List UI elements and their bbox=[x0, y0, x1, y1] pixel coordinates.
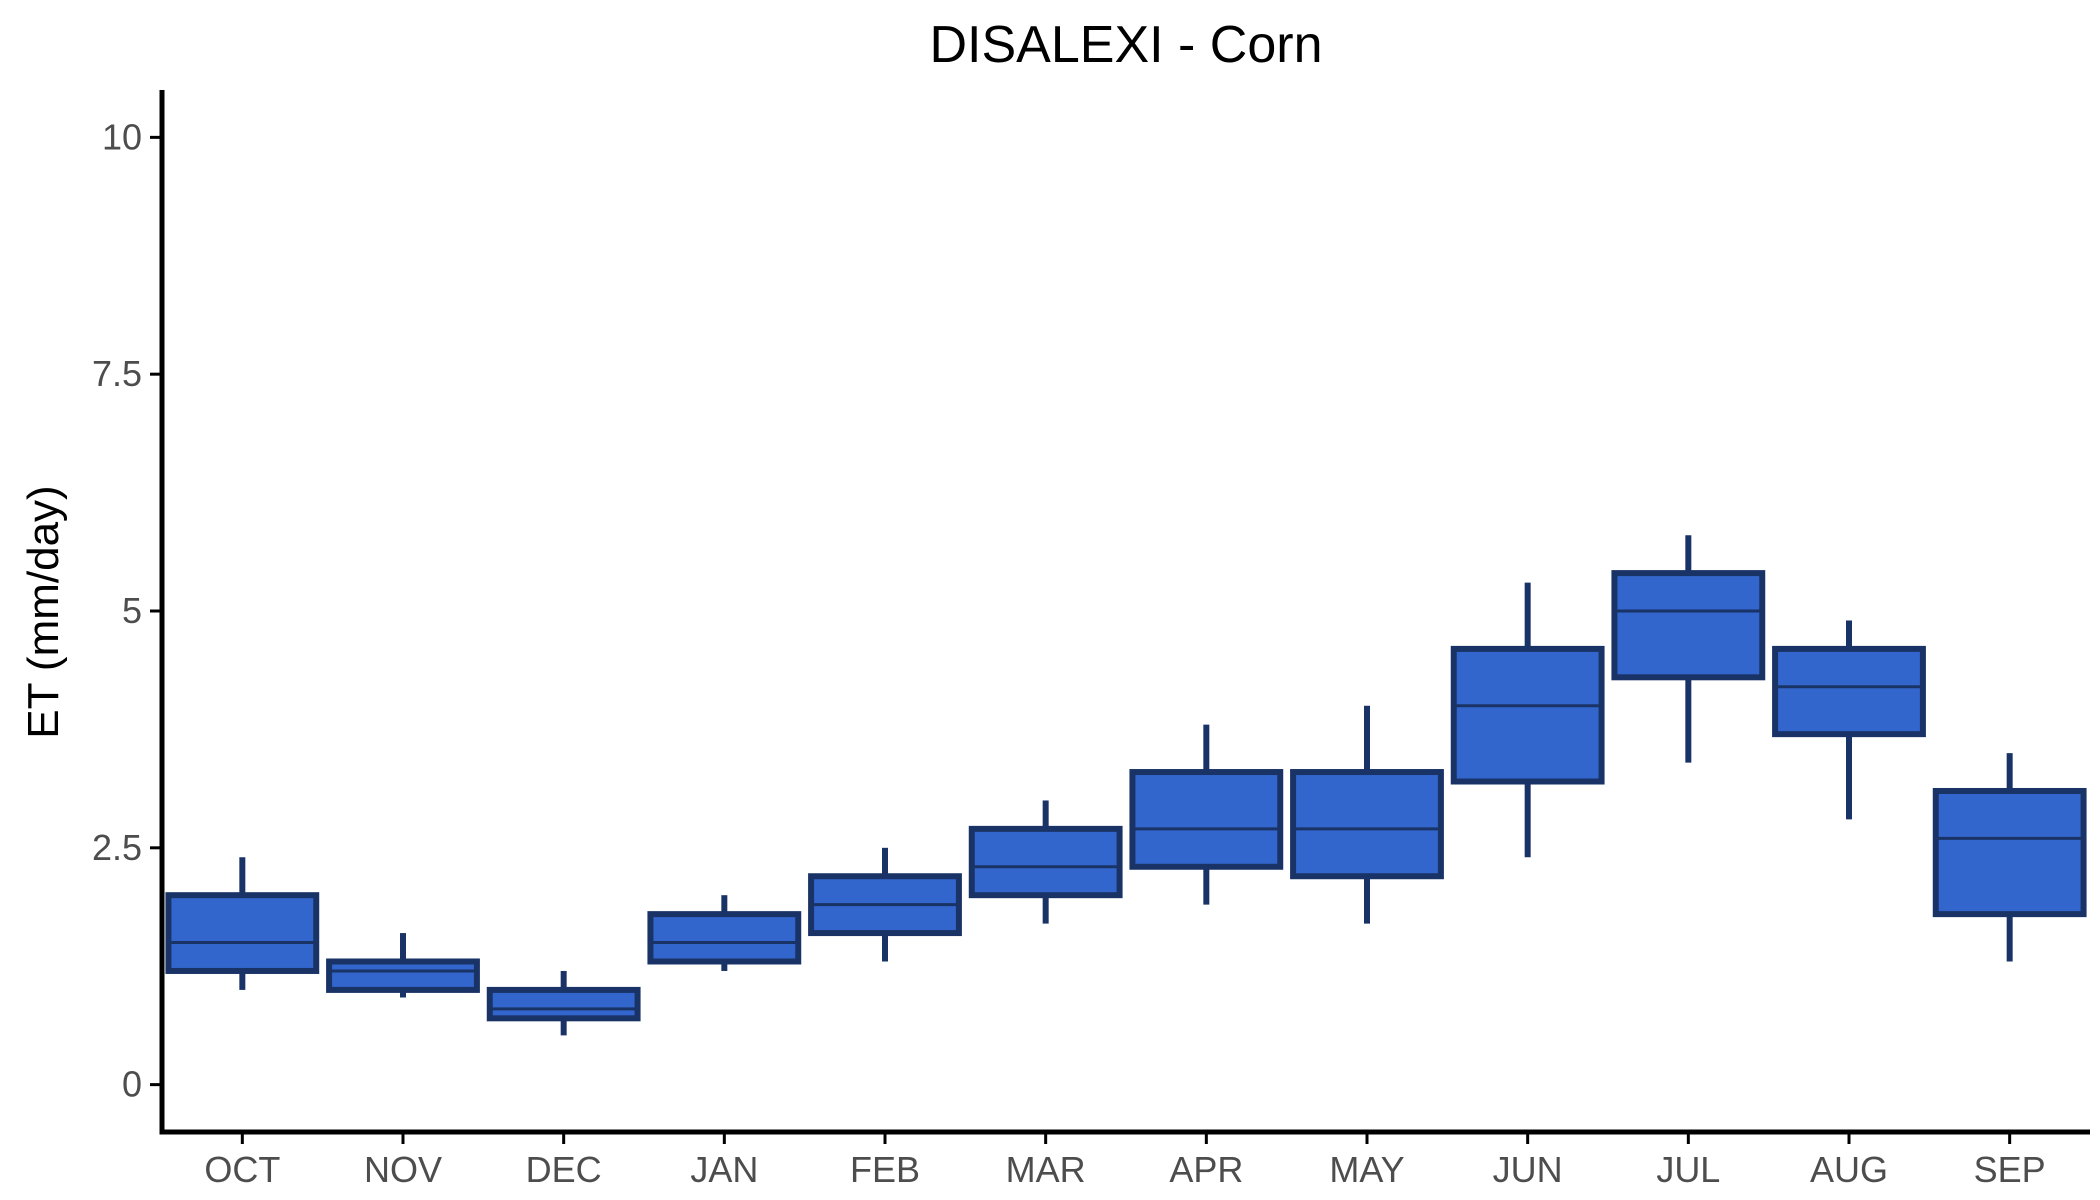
x-tick-label: SEP bbox=[1974, 1149, 2046, 1190]
box-feb bbox=[808, 847, 962, 962]
x-tick-label: DEC bbox=[526, 1149, 602, 1190]
box-iqr bbox=[1290, 769, 1444, 880]
box-iqr bbox=[1772, 645, 1926, 738]
box-iqr bbox=[165, 892, 320, 974]
chart-title: DISALEXI - Corn bbox=[929, 16, 1322, 74]
x-tick-label: AUG bbox=[1810, 1149, 1888, 1190]
y-tick-label: 7.5 bbox=[92, 353, 142, 394]
box-oct bbox=[165, 857, 320, 990]
box-sep bbox=[1932, 753, 2087, 962]
box-may bbox=[1290, 705, 1444, 924]
y-tick-label: 0 bbox=[122, 1064, 142, 1105]
box-nov bbox=[326, 933, 480, 998]
box-mar bbox=[968, 800, 1123, 924]
box-iqr bbox=[968, 825, 1123, 899]
box-iqr bbox=[1932, 787, 2087, 918]
box-iqr bbox=[1129, 769, 1284, 870]
box-iqr bbox=[1611, 570, 1766, 681]
box-jun bbox=[1450, 582, 1605, 858]
y-axis-label: ET (mm/day) bbox=[19, 485, 68, 738]
x-axis-ticks: OCT NOV DEC JAN FEB MAR APR MAY JUN JUL AUG SEP bbox=[204, 1132, 2046, 1190]
y-axis-ticks: 0 2.5 5 7.5 10 bbox=[92, 116, 162, 1105]
boxes-layer bbox=[165, 535, 2087, 1036]
box-iqr bbox=[647, 911, 802, 965]
box-iqr bbox=[1450, 645, 1605, 785]
box-dec bbox=[486, 970, 641, 1036]
x-tick-label: FEB bbox=[850, 1149, 920, 1190]
box-iqr bbox=[326, 958, 480, 993]
box-aug bbox=[1772, 620, 1926, 820]
box-jan bbox=[647, 895, 802, 971]
x-tick-label: NOV bbox=[364, 1149, 442, 1190]
x-tick-label: OCT bbox=[204, 1149, 280, 1190]
x-tick-label: JUN bbox=[1493, 1149, 1563, 1190]
x-tick-label: JUL bbox=[1656, 1149, 1720, 1190]
x-tick-label: APR bbox=[1169, 1149, 1243, 1190]
y-tick-label: 10 bbox=[102, 116, 142, 157]
y-tick-label: 5 bbox=[122, 590, 142, 631]
x-tick-label: MAR bbox=[1006, 1149, 1086, 1190]
box-jul bbox=[1611, 535, 1766, 763]
x-tick-label: MAY bbox=[1329, 1149, 1404, 1190]
y-tick-label: 2.5 bbox=[92, 827, 142, 868]
x-tick-label: JAN bbox=[690, 1149, 758, 1190]
box-apr bbox=[1129, 724, 1284, 905]
box-iqr bbox=[486, 986, 641, 1022]
